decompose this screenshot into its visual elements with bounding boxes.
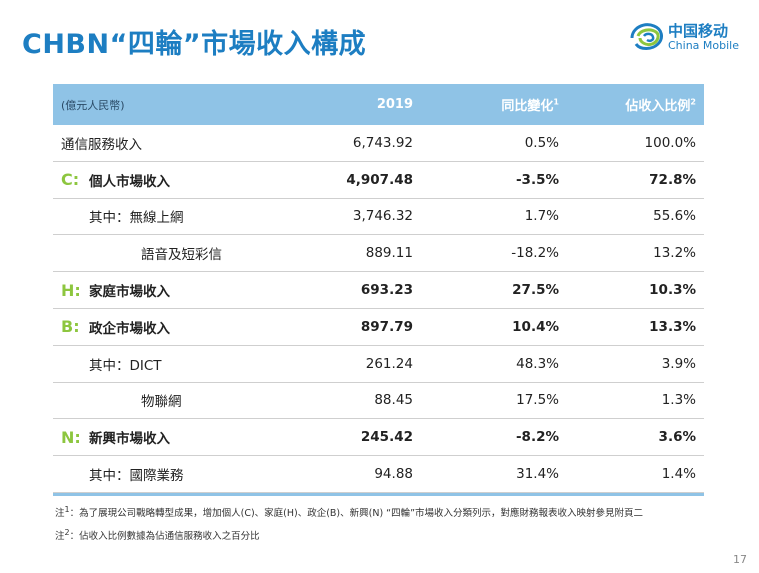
row-label: 其中：國際業務 bbox=[53, 464, 313, 484]
value-yoy: 17.5% bbox=[516, 392, 559, 409]
row-label: 通信服務收入 bbox=[53, 133, 313, 153]
table-row: 其中：無線上網 3,746.32 1.7% 55.6% bbox=[53, 199, 704, 236]
table-row: 通信服務收入 6,743.92 0.5% 100.0% bbox=[53, 125, 704, 162]
unit-label: (億元人民幣) bbox=[61, 98, 125, 112]
row-label: 物聯網 bbox=[53, 390, 313, 410]
row-label-text: 其中：無線上網 bbox=[89, 210, 184, 227]
value-share: 13.3% bbox=[649, 318, 696, 335]
value-2019: 4,907.48 bbox=[346, 171, 413, 188]
table-row: N: 新興市場收入 245.42 -8.2% 3.6% bbox=[53, 419, 704, 457]
value-share: 55.6% bbox=[653, 208, 696, 225]
row-label-text: 個人市場收入 bbox=[89, 173, 170, 190]
row-label-text: 政企市場收入 bbox=[89, 320, 170, 337]
row-label-text: 其中：DICT bbox=[89, 357, 162, 374]
table-row: B: 政企市場收入 897.79 10.4% 13.3% bbox=[53, 309, 704, 346]
value-2019: 88.45 bbox=[374, 392, 413, 409]
value-yoy: -3.5% bbox=[515, 171, 559, 188]
value-yoy: 27.5% bbox=[512, 282, 559, 299]
value-2019: 897.79 bbox=[360, 318, 413, 335]
segment-prefix: B: bbox=[61, 317, 80, 337]
logo-chinese-text: 中国移动 bbox=[668, 22, 729, 40]
value-share: 72.8% bbox=[649, 171, 696, 188]
table-row: C: 個人市場收入 4,907.48 -3.5% 72.8% bbox=[53, 162, 704, 199]
china-mobile-logo-icon bbox=[630, 23, 663, 50]
table-row: 其中：國際業務 94.88 31.4% 1.4% bbox=[53, 456, 704, 493]
value-2019: 94.88 bbox=[374, 466, 413, 483]
segment-prefix: H: bbox=[61, 280, 81, 300]
table-row: 物聯網 88.45 17.5% 1.3% bbox=[53, 383, 704, 420]
table-row: 語音及短彩信 889.11 -18.2% 13.2% bbox=[53, 235, 704, 273]
revenue-table: (億元人民幣) 2019 同比變化1 佔收入比例2 通信服務收入 6,743.92… bbox=[53, 84, 704, 496]
footnote-1: 注1：為了展現公司戰略轉型成果，增加個人(C)、家庭(H)、政企(B)、新興(N… bbox=[55, 505, 644, 520]
header-yoy: 同比變化1 bbox=[501, 97, 559, 114]
value-share: 10.3% bbox=[649, 282, 696, 299]
footnote-2: 注2：佔收入比例數據為佔通信服務收入之百分比 bbox=[55, 528, 260, 543]
table-bottom-line bbox=[53, 492, 704, 496]
row-label-text: 語音及短彩信 bbox=[141, 247, 222, 264]
value-share: 13.2% bbox=[653, 245, 696, 262]
value-2019: 3,746.32 bbox=[352, 208, 413, 225]
row-label: 語音及短彩信 bbox=[53, 243, 313, 263]
slide-title: CHBN“四輪”市場收入構成 bbox=[22, 29, 367, 60]
row-label: 其中：無線上網 bbox=[53, 206, 313, 226]
value-yoy: 31.4% bbox=[516, 466, 559, 483]
value-share: 100.0% bbox=[644, 134, 696, 151]
row-label-text: 新興市場收入 bbox=[89, 431, 170, 448]
value-yoy: 1.7% bbox=[524, 208, 559, 225]
value-share: 3.6% bbox=[658, 429, 696, 446]
header-2019: 2019 bbox=[376, 97, 413, 112]
row-label-text: 物聯網 bbox=[141, 394, 182, 411]
logo-english-text: China Mobile bbox=[668, 39, 740, 52]
page-number: 17 bbox=[733, 553, 747, 566]
value-yoy: 0.5% bbox=[524, 134, 559, 151]
value-share: 1.3% bbox=[661, 392, 696, 409]
value-2019: 6,743.92 bbox=[352, 134, 413, 151]
row-label: N: 新興市場收入 bbox=[53, 427, 313, 448]
table-row: H: 家庭市場收入 693.23 27.5% 10.3% bbox=[53, 272, 704, 309]
value-yoy: 48.3% bbox=[516, 355, 559, 372]
row-label: B: 政企市場收入 bbox=[53, 317, 313, 337]
table-header: (億元人民幣) 2019 同比變化1 佔收入比例2 bbox=[53, 84, 704, 125]
value-share: 1.4% bbox=[661, 466, 696, 483]
header-share: 佔收入比例2 bbox=[625, 97, 696, 114]
value-share: 3.9% bbox=[661, 355, 696, 372]
segment-prefix: C: bbox=[61, 170, 80, 190]
value-2019: 261.24 bbox=[365, 355, 413, 372]
row-label-text: 其中：國際業務 bbox=[89, 468, 184, 485]
row-label-text: 家庭市場收入 bbox=[89, 284, 170, 301]
value-2019: 889.11 bbox=[365, 245, 413, 262]
segment-prefix: N: bbox=[61, 427, 81, 447]
value-yoy: -18.2% bbox=[511, 245, 559, 262]
value-2019: 693.23 bbox=[360, 282, 413, 299]
row-label: H: 家庭市場收入 bbox=[53, 280, 313, 301]
row-label: C: 個人市場收入 bbox=[53, 170, 313, 190]
china-mobile-logo: 中国移动 China Mobile bbox=[628, 18, 748, 58]
value-yoy: -8.2% bbox=[515, 429, 559, 446]
value-yoy: 10.4% bbox=[512, 318, 559, 335]
value-2019: 245.42 bbox=[360, 429, 413, 446]
table-row: 其中：DICT 261.24 48.3% 3.9% bbox=[53, 346, 704, 383]
row-label-text: 通信服務收入 bbox=[61, 136, 142, 153]
row-label: 其中：DICT bbox=[53, 354, 313, 374]
